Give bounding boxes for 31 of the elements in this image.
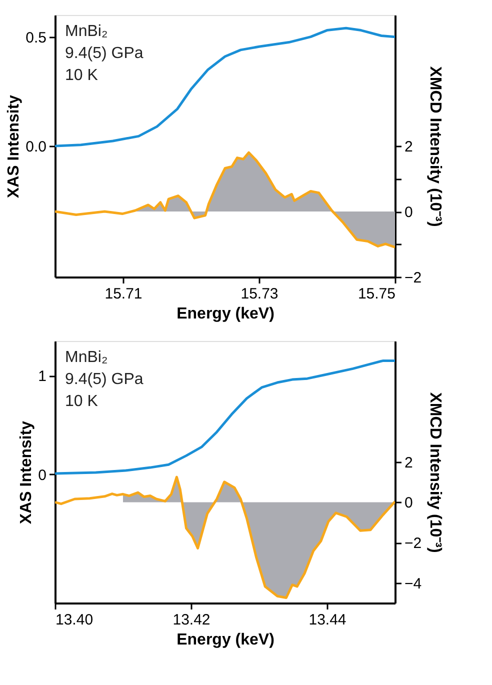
y-tick-label: 0.5 [26,29,46,46]
y2-tick-label: 2 [404,138,413,156]
y2-tick-label: 0 [404,204,413,221]
x-axis-title: Energy (keV) [176,306,274,322]
x-tick-label: 15.71 [104,286,142,302]
y2-tick-label: 2 [404,454,413,472]
x-tick-label: 15.73 [240,286,278,302]
line-series [55,151,395,248]
y2-tick-label: −2 [404,535,422,552]
line-series [55,476,395,600]
annotation: MnBi₂ [65,23,108,40]
y2-tick-label: 0 [404,494,413,512]
x-tick-label: 15.75 [358,286,396,302]
x-axis-title: Energy (keV) [176,632,274,648]
annotation: 9.4(5) GPa [65,45,144,62]
y2-axis-title: XMCD Intensity (10⁻³) [426,392,444,553]
y2-tick-label: −4 [404,575,422,592]
annotation: 10 K [65,67,98,84]
y-tick-label: 0 [38,466,46,484]
x-tick-label: 13.42 [172,612,210,628]
y2-tick-label: −2 [404,270,422,286]
x-tick-label: 13.40 [56,612,94,628]
y-axis-title: XAS Intensity [6,94,23,198]
annotation: 9.4(5) GPa [65,371,144,388]
annotation: MnBi₂ [65,349,108,366]
y-tick-label: 0.0 [26,138,46,156]
y-tick-label: 1 [38,368,46,386]
y-axis-title: XAS Intensity [18,420,36,524]
y2-axis-title: XMCD Intensity (10⁻³) [426,66,444,227]
annotation: 10 K [65,393,98,410]
x-tick-label: 13.44 [308,612,346,628]
